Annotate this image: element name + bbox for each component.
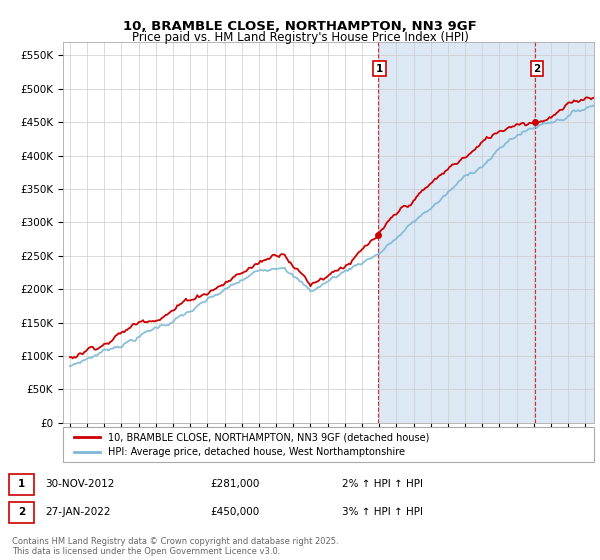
Text: 2: 2 [533, 64, 541, 74]
Text: 1: 1 [18, 479, 25, 489]
Text: This data is licensed under the Open Government Licence v3.0.: This data is licensed under the Open Gov… [12, 548, 280, 557]
Text: 10, BRAMBLE CLOSE, NORTHAMPTON, NN3 9GF (detached house): 10, BRAMBLE CLOSE, NORTHAMPTON, NN3 9GF … [108, 432, 430, 442]
FancyBboxPatch shape [63, 427, 594, 462]
Bar [378, 42, 600, 423]
Text: Contains HM Land Registry data © Crown copyright and database right 2025.: Contains HM Land Registry data © Crown c… [12, 538, 338, 547]
Text: 2: 2 [18, 507, 25, 517]
Text: Price paid vs. HM Land Registry's House Price Index (HPI): Price paid vs. HM Land Registry's House … [131, 31, 469, 44]
Text: 27-JAN-2022: 27-JAN-2022 [45, 507, 110, 517]
Text: 2% ↑ HPI ↑ HPI: 2% ↑ HPI ↑ HPI [342, 479, 423, 489]
Text: HPI: Average price, detached house, West Northamptonshire: HPI: Average price, detached house, West… [108, 447, 405, 458]
Text: 1: 1 [376, 64, 383, 74]
Text: £450,000: £450,000 [210, 507, 259, 517]
Text: 10, BRAMBLE CLOSE, NORTHAMPTON, NN3 9GF: 10, BRAMBLE CLOSE, NORTHAMPTON, NN3 9GF [123, 20, 477, 32]
Text: 3% ↑ HPI ↑ HPI: 3% ↑ HPI ↑ HPI [342, 507, 423, 517]
Text: £281,000: £281,000 [210, 479, 259, 489]
Text: 30-NOV-2012: 30-NOV-2012 [45, 479, 115, 489]
